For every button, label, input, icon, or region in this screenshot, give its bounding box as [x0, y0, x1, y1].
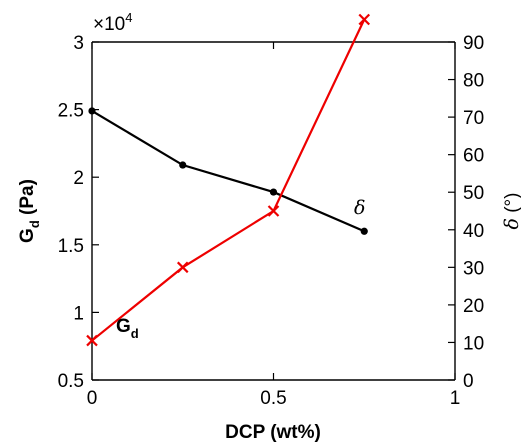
left-axis-title: Gd (Pa) [17, 179, 42, 243]
left-y-tick-label: 3 [73, 33, 84, 54]
right-y-tick-label: 20 [463, 296, 484, 317]
x-tick-label: 1 [450, 388, 461, 409]
delta-point [88, 107, 96, 115]
left-axis-multiplier-exponent: 4 [125, 10, 132, 25]
left-y-tick-label: 2.5 [58, 101, 84, 122]
gd-marker-stroke [86, 334, 98, 347]
gd-point [86, 334, 98, 347]
right-y-tick-label: 90 [463, 33, 484, 54]
left-y-tick-label: 1 [73, 303, 84, 324]
delta-series-line [91, 110, 365, 233]
x-axis-title: DCP (wt%) [225, 422, 321, 443]
right-y-tick-label: 40 [463, 221, 484, 242]
x-tick-label: 0.5 [260, 388, 286, 409]
right-y-tick-label: 10 [463, 333, 484, 354]
right-axis-title: δ (°) [501, 193, 521, 230]
right-axis-title-group: δ (°) [501, 193, 521, 230]
gd-series-line [91, 18, 366, 342]
left-y-tick-label: 1.5 [58, 236, 84, 257]
right-y-tick-label: 30 [463, 258, 484, 279]
gd-series-label: Gd [116, 316, 139, 341]
gd-point [267, 205, 280, 217]
right-y-tick-label: 80 [463, 71, 484, 92]
series-layer [86, 13, 371, 347]
left-y-tick-label: 0.5 [58, 371, 84, 392]
left-y-tick-label: 2 [73, 168, 84, 189]
delta-point [269, 188, 278, 196]
left-axis-title-group: Gd (Pa) [17, 179, 42, 243]
gd-marker-stroke [358, 13, 371, 26]
x-tick-label: 0 [87, 388, 98, 409]
right-y-tick-label: 60 [463, 146, 484, 167]
delta-series-label: δ [354, 197, 365, 219]
right-y-tick-label: 0 [463, 371, 474, 392]
right-y-tick-label: 70 [463, 108, 484, 129]
gd-point [358, 13, 371, 26]
gd-marker-stroke [267, 205, 280, 217]
delta-point [360, 227, 368, 235]
right-y-tick-label: 50 [463, 183, 484, 204]
gd-point [176, 261, 189, 274]
gd-marker-stroke [176, 261, 189, 274]
left-axis-multiplier: ×104 [93, 10, 132, 35]
delta-point [179, 161, 187, 169]
